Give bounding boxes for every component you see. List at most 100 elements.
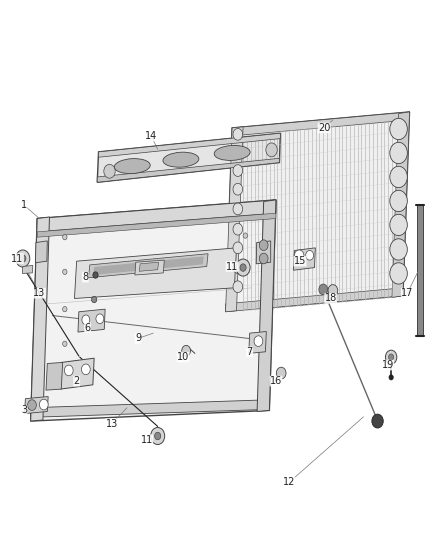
Circle shape	[389, 354, 394, 360]
Circle shape	[390, 214, 407, 236]
Text: 16: 16	[270, 376, 282, 386]
Circle shape	[93, 272, 98, 278]
Circle shape	[39, 399, 48, 410]
Polygon shape	[37, 200, 276, 232]
Ellipse shape	[114, 159, 150, 174]
Circle shape	[233, 262, 243, 273]
Circle shape	[233, 165, 243, 176]
Circle shape	[81, 364, 90, 375]
Circle shape	[63, 306, 67, 312]
Polygon shape	[22, 265, 33, 273]
Polygon shape	[74, 248, 237, 298]
Polygon shape	[417, 205, 423, 336]
Ellipse shape	[214, 146, 250, 160]
Polygon shape	[249, 332, 266, 353]
Circle shape	[306, 251, 314, 260]
Circle shape	[155, 432, 161, 440]
Circle shape	[82, 315, 90, 325]
Polygon shape	[78, 309, 105, 332]
Circle shape	[92, 296, 97, 303]
Text: 15: 15	[294, 256, 306, 266]
Circle shape	[254, 336, 263, 346]
Circle shape	[63, 377, 67, 382]
Circle shape	[390, 190, 407, 212]
Polygon shape	[329, 294, 337, 303]
Polygon shape	[99, 133, 280, 157]
Circle shape	[104, 164, 115, 178]
Circle shape	[390, 142, 407, 164]
Circle shape	[96, 314, 104, 324]
Polygon shape	[97, 158, 279, 182]
Polygon shape	[31, 400, 269, 417]
Circle shape	[28, 400, 36, 410]
Polygon shape	[232, 112, 410, 136]
Polygon shape	[392, 112, 410, 297]
Circle shape	[240, 264, 246, 271]
Text: 3: 3	[21, 406, 27, 415]
Text: 18: 18	[325, 294, 337, 303]
Circle shape	[16, 250, 30, 267]
Circle shape	[233, 128, 243, 140]
Circle shape	[243, 233, 247, 238]
Text: 11: 11	[226, 262, 238, 271]
Circle shape	[390, 166, 407, 188]
Circle shape	[276, 367, 286, 379]
Circle shape	[63, 341, 67, 346]
Circle shape	[233, 281, 243, 293]
Circle shape	[390, 263, 407, 284]
Text: 14: 14	[145, 131, 157, 141]
Polygon shape	[293, 248, 315, 270]
Text: 1: 1	[21, 200, 27, 210]
Polygon shape	[60, 358, 94, 389]
Circle shape	[233, 183, 243, 195]
Polygon shape	[135, 260, 164, 275]
Circle shape	[385, 350, 397, 364]
Text: 8: 8	[82, 272, 88, 282]
Polygon shape	[31, 217, 49, 421]
Polygon shape	[93, 256, 204, 275]
Polygon shape	[257, 200, 276, 411]
Polygon shape	[256, 241, 271, 264]
Circle shape	[151, 427, 165, 445]
Text: 13: 13	[106, 419, 118, 429]
Circle shape	[259, 240, 268, 251]
Circle shape	[233, 242, 243, 254]
Circle shape	[233, 223, 243, 235]
Circle shape	[294, 250, 304, 262]
Circle shape	[243, 269, 247, 274]
Polygon shape	[97, 133, 280, 182]
Polygon shape	[35, 241, 47, 263]
Polygon shape	[226, 127, 243, 312]
Circle shape	[20, 255, 26, 262]
Circle shape	[259, 253, 268, 264]
Text: 11: 11	[141, 435, 153, 445]
Polygon shape	[226, 288, 403, 312]
Circle shape	[233, 203, 243, 215]
Text: 9: 9	[135, 334, 141, 343]
Text: 10: 10	[177, 352, 189, 362]
Circle shape	[390, 118, 407, 140]
Circle shape	[319, 284, 328, 295]
Circle shape	[372, 414, 383, 428]
Polygon shape	[37, 213, 276, 237]
Circle shape	[328, 285, 338, 296]
Text: 7: 7	[247, 347, 253, 357]
Polygon shape	[139, 262, 159, 271]
Text: 2: 2	[74, 376, 80, 386]
Text: 6: 6	[85, 323, 91, 333]
Circle shape	[236, 259, 250, 276]
Circle shape	[266, 143, 277, 157]
Polygon shape	[25, 397, 48, 414]
Polygon shape	[88, 254, 208, 278]
Circle shape	[64, 365, 73, 376]
Polygon shape	[46, 362, 63, 390]
Circle shape	[63, 235, 67, 240]
Text: 20: 20	[318, 123, 330, 133]
Circle shape	[63, 269, 67, 274]
Text: 17: 17	[401, 288, 413, 298]
Text: 11: 11	[11, 254, 24, 263]
Text: 19: 19	[381, 360, 394, 370]
Text: 13: 13	[33, 288, 46, 298]
Circle shape	[233, 146, 243, 158]
Polygon shape	[226, 112, 410, 312]
